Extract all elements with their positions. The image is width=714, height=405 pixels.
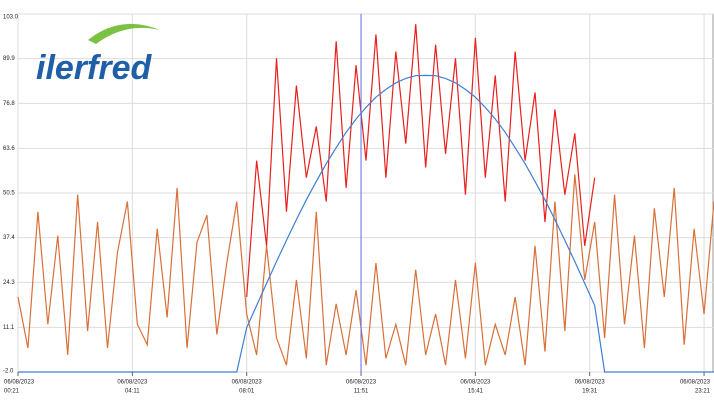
logo: ilerfred [36, 23, 160, 87]
x-tick-date: 06/08/2023 [4, 380, 35, 386]
x-tick-date: 06/08/2023 [575, 380, 606, 386]
y-tick-label: 63.6 [3, 146, 15, 152]
series-line [18, 74, 714, 373]
logo-swoosh [88, 23, 160, 44]
x-tick-label: 11:51 [354, 389, 369, 395]
y-tick-label: 11.1 [3, 325, 15, 331]
x-tick-date: 06/08/2023 [680, 380, 711, 386]
y-tick-label: -2.0 [3, 369, 14, 375]
series-line [246, 24, 596, 298]
grid [17, 13, 714, 373]
y-tick-label: 89.9 [3, 56, 15, 62]
x-tick-date: 06/08/2023 [232, 380, 263, 386]
x-tick-label: 00:21 [4, 389, 20, 395]
x-tick-date: 06/08/2023 [346, 380, 377, 386]
y-tick-label: 24.3 [3, 280, 15, 286]
y-tick-label: 103.0 [3, 15, 19, 21]
y-tick-label: 76.8 [3, 101, 15, 107]
marks [17, 14, 714, 373]
x-tick-label: 23:21 [695, 389, 711, 395]
x-tick-label: 19:31 [582, 389, 598, 395]
x-tick-label: 04:11 [125, 389, 140, 395]
x-tick-date: 06/08/2023 [117, 380, 148, 386]
y-tick-label: 50.5 [3, 191, 15, 197]
series-line [17, 174, 714, 366]
x-tick-date: 06/08/2023 [460, 380, 491, 386]
logo-text: ilerfred [36, 49, 152, 87]
x-tick-label: 08:01 [239, 389, 255, 395]
y-tick-label: 37.4 [3, 235, 15, 241]
x-tick-label: 15:41 [468, 389, 484, 395]
